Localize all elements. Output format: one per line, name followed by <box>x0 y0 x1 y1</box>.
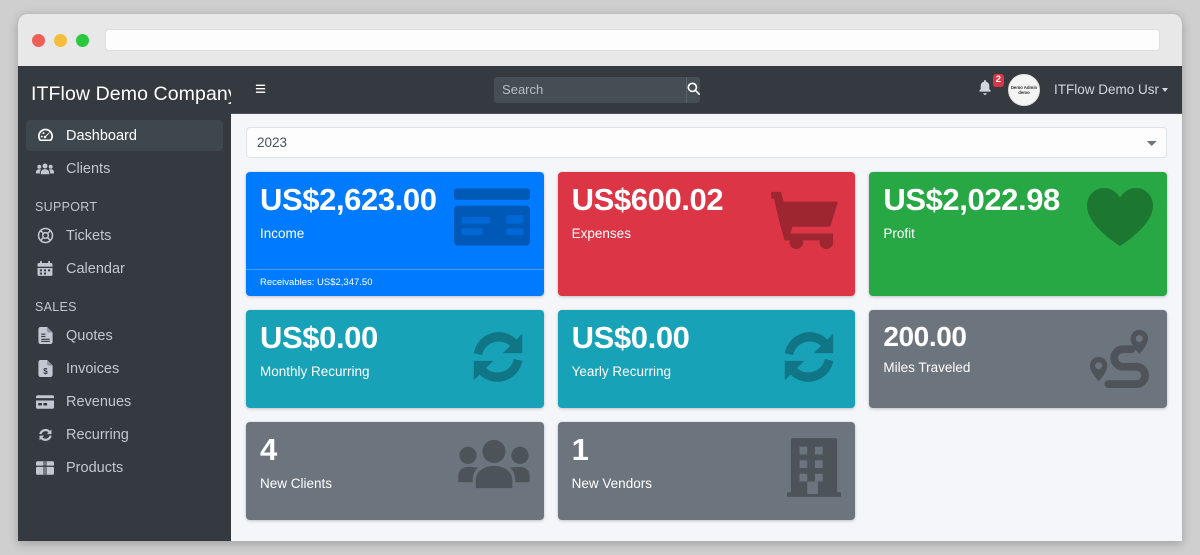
sidebar-item-invoices[interactable]: $ Invoices <box>26 353 223 384</box>
stat-card-value: 200.00 <box>883 321 967 352</box>
browser-window: ITFlow Demo Company Dashboard <box>18 14 1182 541</box>
user-menu[interactable]: ITFlow Demo Usr <box>1054 82 1169 97</box>
box-icon <box>35 459 55 476</box>
sidebar-item-label: Tickets <box>66 227 112 244</box>
calendar-icon <box>35 260 55 277</box>
sidebar-item-dashboard[interactable]: Dashboard <box>26 120 223 151</box>
stat-card-value: 1 <box>571 432 589 467</box>
search-icon <box>687 81 701 98</box>
maximize-window-button[interactable] <box>76 33 89 47</box>
svg-text:$: $ <box>43 367 48 376</box>
dashboard-content: 2023 US$2,623.00 Income <box>231 114 1182 541</box>
credit-card-icon <box>453 188 530 251</box>
stat-card-monthly-recurring[interactable]: US$0.00 Monthly Recurring <box>246 310 544 408</box>
stat-card-label: Yearly Recurring <box>571 363 671 379</box>
sync-icon <box>35 426 55 443</box>
sidebar-item-recurring[interactable]: Recurring <box>26 419 223 450</box>
stat-card-grid: US$2,623.00 Income <box>246 172 1167 520</box>
app-viewport: ITFlow Demo Company Dashboard <box>18 66 1182 541</box>
lifering-icon <box>35 227 55 244</box>
stat-card-expenses[interactable]: US$600.02 Expenses <box>557 172 856 296</box>
dashboard-icon <box>35 127 55 144</box>
stat-card-label: Expenses <box>571 225 631 241</box>
stat-card-value: US$0.00 <box>571 320 690 355</box>
stat-card-new-vendors[interactable]: 1 New Vendors <box>557 422 856 520</box>
notification-count-badge: 2 <box>992 73 1004 87</box>
sidebar-item-label: Products <box>66 459 124 476</box>
minimize-window-button[interactable] <box>54 33 67 47</box>
sidebar-item-tickets[interactable]: Tickets <box>26 220 223 251</box>
sidebar-item-label: Quotes <box>66 327 113 344</box>
stat-card-value: US$0.00 <box>260 320 378 355</box>
sidebar-item-quotes[interactable]: Quotes <box>26 320 223 351</box>
notifications-button[interactable]: 2 <box>976 73 1004 102</box>
close-window-button[interactable] <box>32 33 45 47</box>
sidebar-section-support: SUPPORT <box>35 200 98 214</box>
chevron-down-icon <box>1162 88 1169 93</box>
year-select[interactable]: 2023 <box>246 127 1167 158</box>
users-icon <box>458 438 530 495</box>
stat-card-value: US$600.02 <box>571 182 724 217</box>
stat-card-label: Income <box>260 225 305 241</box>
sync-icon <box>777 326 841 393</box>
stat-card-value: 4 <box>260 432 277 467</box>
search-button[interactable] <box>686 76 701 103</box>
avatar-line-1: Demo Admin <box>1010 84 1038 90</box>
sidebar-item-label: Recurring <box>66 426 129 443</box>
stat-card-value: US$2,022.98 <box>883 182 1060 217</box>
stat-card-label: New Clients <box>260 475 333 491</box>
avatar-line-2: demo <box>1018 89 1030 95</box>
stat-card-label: Profit <box>883 225 915 241</box>
building-icon <box>787 438 842 503</box>
sidebar-section-sales: SALES <box>35 300 77 314</box>
file-dollar-icon: $ <box>35 360 55 377</box>
stat-card-footer: Receivables: US$2,347.50 <box>246 269 544 296</box>
stat-card-miles-traveled[interactable]: 200.00 Miles Traveled <box>869 310 1167 408</box>
heart-icon <box>1086 188 1153 253</box>
sync-icon <box>466 326 530 393</box>
sidebar-item-label: Revenues <box>66 393 132 410</box>
main-region: ≡ <box>231 66 1182 541</box>
stat-card-new-clients[interactable]: 4 New Clients <box>246 422 544 520</box>
menu-toggle-button[interactable]: ≡ <box>255 79 267 100</box>
sidebar-item-label: Clients <box>66 160 111 177</box>
sidebar-item-label: Invoices <box>66 360 120 377</box>
sidebar-nav: Dashboard Clients <box>18 120 231 483</box>
stat-card-yearly-recurring[interactable]: US$0.00 Yearly Recurring <box>557 310 856 408</box>
avatar[interactable]: Demo Admin demo <box>1008 73 1040 106</box>
top-navbar: ≡ <box>231 66 1182 114</box>
sidebar: ITFlow Demo Company Dashboard <box>18 66 231 541</box>
stat-card-income[interactable]: US$2,623.00 Income <box>246 172 544 296</box>
stat-card-label: New Vendors <box>571 475 652 491</box>
sidebar-item-revenues[interactable]: Revenues <box>26 386 223 417</box>
stat-card-value: US$2,623.00 <box>260 182 437 217</box>
browser-titlebar <box>18 14 1182 66</box>
route-icon <box>1083 326 1153 393</box>
shopping-cart-icon <box>771 188 841 255</box>
stat-card-label: Miles Traveled <box>883 360 971 376</box>
sidebar-item-calendar[interactable]: Calendar <box>26 253 223 284</box>
user-menu-label: ITFlow Demo Usr <box>1054 82 1160 97</box>
navbar-right: 2 Demo Admin demo ITFlow Demo Usr <box>976 73 1169 106</box>
search-input[interactable] <box>494 76 687 103</box>
search-group <box>494 76 701 103</box>
credit-card-icon <box>35 393 55 410</box>
sidebar-item-label: Calendar <box>66 260 125 277</box>
window-controls <box>32 33 89 47</box>
stat-card-profit[interactable]: US$2,022.98 Profit <box>869 172 1167 296</box>
bell-icon <box>978 79 992 99</box>
url-bar[interactable] <box>105 29 1160 51</box>
file-invoice-icon <box>35 327 55 344</box>
sidebar-item-label: Dashboard <box>66 127 137 144</box>
brand-title[interactable]: ITFlow Demo Company <box>31 83 231 105</box>
clients-icon <box>35 160 55 177</box>
sidebar-item-products[interactable]: Products <box>26 452 223 483</box>
stat-card-label: Monthly Recurring <box>260 363 370 379</box>
sidebar-item-clients[interactable]: Clients <box>26 153 223 184</box>
